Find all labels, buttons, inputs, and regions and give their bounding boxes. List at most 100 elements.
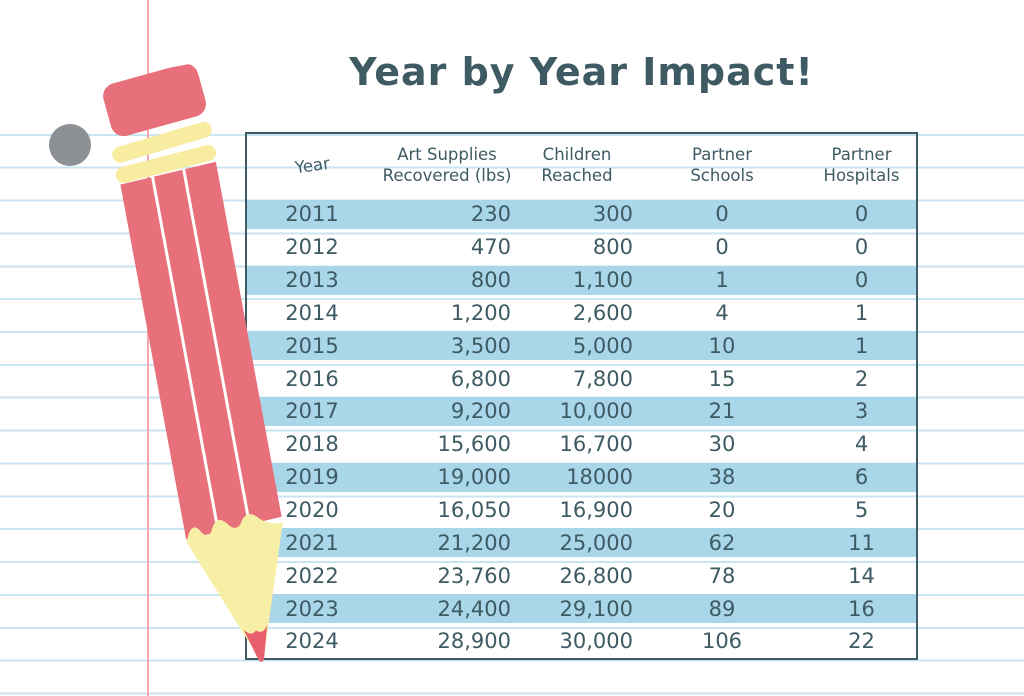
partner-schools-cell: 10 [708,333,736,358]
partner-hospitals-cell: 5 [854,498,869,523]
table-row: 2019 19,000 18000 38 6 [247,460,916,494]
partner-schools-cell: 30 [708,432,736,457]
children-reached-cell: 29,100 [559,596,633,621]
table-row: 2013 800 1,100 1 0 [247,263,916,297]
notebook-margin-line [147,0,149,696]
partner-hospitals-cell: 3 [854,399,869,424]
children-reached-cell: 18000 [566,465,633,490]
children-reached-cell: 300 [592,202,633,227]
partner-schools-cell: 4 [715,300,729,325]
partner-hospitals-cell: 1 [854,300,869,325]
year-cell: 2019 [285,465,339,490]
year-cell: 2015 [285,333,339,358]
partner-schools-cell: 89 [708,596,736,621]
column-header-partner-hospitals: Partner Hospitals [823,145,900,185]
column-header-children-reached: Children Reached [541,145,613,185]
table-row: 2017 9,200 10,000 21 3 [247,395,916,428]
pencil-facet-line-left [151,176,220,532]
children-reached-cell: 800 [592,235,633,260]
art-supplies-cell: 1,200 [450,300,511,325]
art-supplies-cell: 23,760 [437,563,511,588]
children-reached-cell: 16,700 [559,432,633,457]
children-reached-cell: 26,800 [559,563,633,588]
table-row: 2018 15,600 16,700 30 4 [247,428,916,461]
art-supplies-cell: 28,900 [437,629,511,654]
children-reached-cell: 10,000 [559,399,633,424]
partner-hospitals-cell: 4 [854,432,869,457]
art-supplies-cell: 16,050 [437,498,511,523]
pencil-eraser [103,63,206,137]
table-row: 2022 23,760 26,800 78 14 [247,559,916,592]
pencil-band-top [112,121,212,163]
partner-hospitals-cell: 16 [848,596,875,621]
column-header-partner-schools: Partner Schools [690,145,754,185]
partner-hospitals-cell: 2 [854,366,869,391]
pencil-band-bottom [115,145,217,183]
partner-hospitals-cell: 0 [854,235,869,260]
year-cell: 2012 [285,235,339,260]
art-supplies-cell: 3,500 [450,333,511,358]
children-reached-cell: 30,000 [559,629,633,654]
art-supplies-cell: 800 [470,268,511,293]
children-reached-cell: 7,800 [572,366,633,391]
partner-hospitals-cell: 22 [848,629,875,654]
art-supplies-cell: 230 [470,202,511,227]
hole-punch-dot [49,124,91,166]
table-row: 2012 470 800 0 0 [247,231,916,264]
art-supplies-cell: 470 [470,235,511,260]
partner-schools-cell: 21 [708,399,736,424]
children-reached-cell: 1,100 [572,268,633,293]
partner-schools-cell: 0 [715,202,729,227]
column-header-year: Year [247,153,377,178]
partner-schools-cell: 15 [708,366,736,391]
children-reached-cell: 25,000 [559,530,633,555]
partner-schools-cell: 62 [708,530,736,555]
art-supplies-cell: 15,600 [437,432,511,457]
table-row: 2014 1,200 2,600 4 1 [247,297,916,330]
partner-schools-cell: 78 [708,563,736,588]
year-cell: 2016 [285,366,339,391]
art-supplies-cell: 24,400 [437,596,511,621]
art-supplies-cell: 6,800 [450,366,511,391]
year-cell: 2022 [285,563,339,588]
table-row: 2016 6,800 7,800 15 2 [247,362,916,395]
partner-hospitals-cell: 1 [854,333,869,358]
year-cell: 2017 [285,399,339,424]
table-body: 2011 230 300 0 0 2012 470 800 0 0 2013 800 1,100 1 0 20… [247,198,916,658]
table-row: 2021 21,200 25,000 62 11 [247,526,916,560]
year-cell: 2018 [285,432,339,457]
partner-hospitals-cell: 0 [854,268,869,293]
partner-hospitals-cell: 11 [848,530,875,555]
pencil-facet-line-right [182,168,252,526]
children-reached-cell: 16,900 [559,498,633,523]
partner-schools-cell: 1 [715,268,729,293]
column-header-year-label: Year [293,153,331,178]
partner-schools-cell: 38 [708,465,736,490]
table-row: 2011 230 300 0 0 [247,198,916,231]
year-cell: 2023 [285,596,339,621]
table-row: 2015 3,500 5,000 10 1 [247,329,916,363]
table-row: 2024 28,900 30,000 106 22 [247,625,916,658]
column-header-art-supplies: Art Supplies Recovered (lbs) [382,145,512,185]
year-cell: 2024 [285,629,339,654]
partner-hospitals-cell: 14 [848,563,875,588]
year-cell: 2013 [285,268,339,293]
art-supplies-cell: 21,200 [437,530,511,555]
year-cell: 2014 [285,300,339,325]
table-header-row: Year Art Supplies Recovered (lbs) Childr… [247,134,916,198]
page-title: Year by Year Impact! [349,50,814,94]
children-reached-cell: 2,600 [572,300,633,325]
year-cell: 2021 [285,530,339,555]
partner-hospitals-cell: 6 [854,465,869,490]
partner-schools-cell: 0 [715,235,729,260]
partner-schools-cell: 20 [708,498,736,523]
partner-hospitals-cell: 0 [854,202,869,227]
impact-table: Year Art Supplies Recovered (lbs) Childr… [245,132,918,660]
year-cell: 2011 [285,202,339,227]
children-reached-cell: 5,000 [572,333,633,358]
table-row: 2023 24,400 29,100 89 16 [247,592,916,625]
partner-schools-cell: 106 [701,629,743,654]
year-cell: 2020 [285,498,339,523]
art-supplies-cell: 19,000 [437,465,511,490]
